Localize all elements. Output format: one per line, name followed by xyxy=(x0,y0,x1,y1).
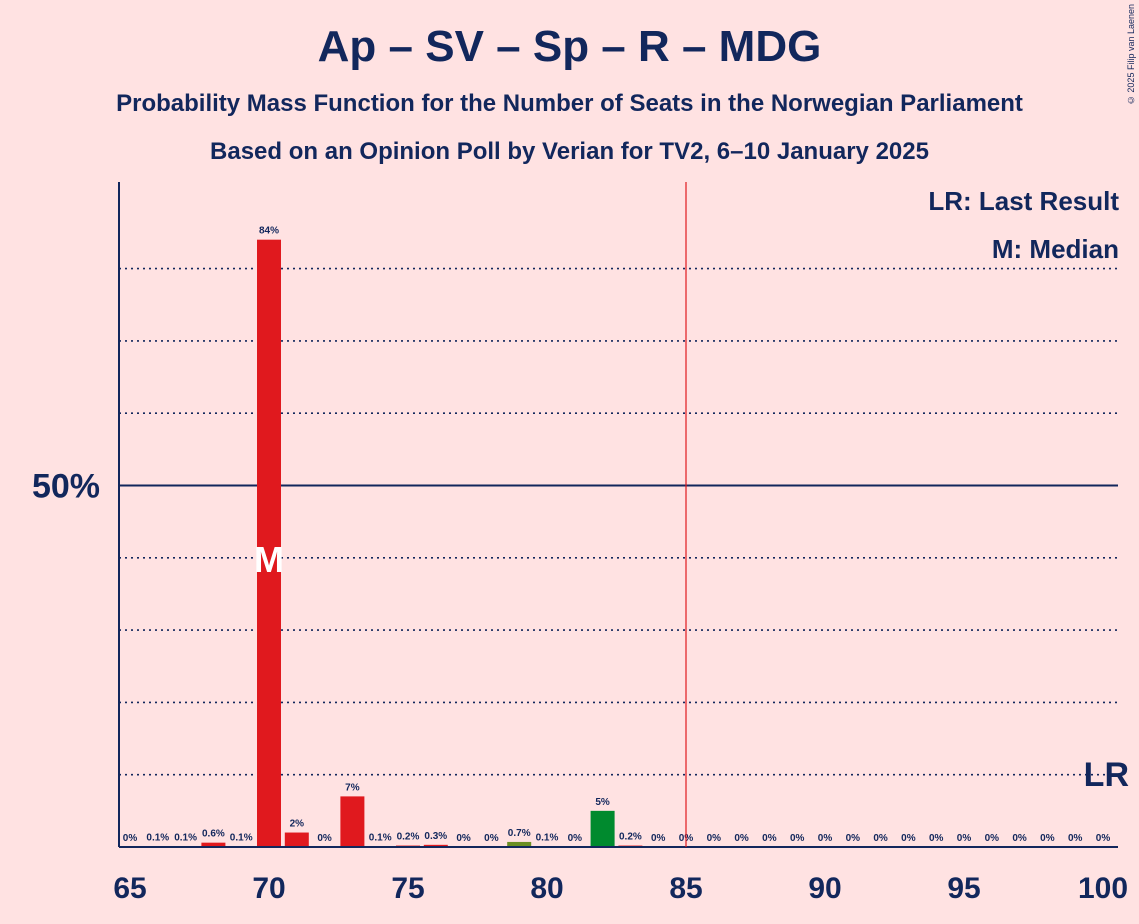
chart-title: Ap – SV – Sp – R – MDG xyxy=(317,22,822,71)
bar-label-seat-96: 0% xyxy=(985,833,1000,844)
bars xyxy=(145,239,643,847)
bar-label-seat-95: 0% xyxy=(957,833,972,844)
median-marker: M xyxy=(254,539,284,580)
bar-seat-71 xyxy=(284,832,309,847)
bar-label-seat-84: 0% xyxy=(651,833,666,844)
bar-label-seat-72: 0% xyxy=(317,833,332,844)
bar-label-seat-82: 5% xyxy=(595,797,610,808)
x-tick-label-85: 85 xyxy=(669,872,702,905)
bar-label-seat-68: 0.6% xyxy=(202,829,225,840)
bar-label-seat-67: 0.1% xyxy=(174,832,197,843)
bar-label-seat-76: 0.3% xyxy=(424,831,447,842)
bar-label-seat-83: 0.2% xyxy=(619,832,642,843)
axes: 50% xyxy=(32,182,1118,848)
chart-subtitle: Probability Mass Function for the Number… xyxy=(116,90,1023,117)
bar-label-seat-86: 0% xyxy=(707,833,722,844)
bar-seat-68 xyxy=(201,842,226,847)
bar-label-seat-78: 0% xyxy=(484,833,499,844)
x-tick-label-75: 75 xyxy=(391,872,424,905)
x-tick-label-95: 95 xyxy=(947,872,980,905)
x-tick-labels: 65 70 75 80 85 90 95 100 xyxy=(113,872,1128,905)
bar-label-seat-65: 0% xyxy=(123,833,138,844)
bar-seat-70 xyxy=(257,239,281,847)
bar-label-seat-79: 0.7% xyxy=(508,828,531,839)
bar-seat-79 xyxy=(507,841,532,847)
bar-label-seat-69: 0.1% xyxy=(230,832,253,843)
bar-label-seat-93: 0% xyxy=(901,833,916,844)
bar-label-seat-71: 2% xyxy=(290,819,305,830)
bar-seat-82 xyxy=(590,810,615,847)
y-tick-label-50: 50% xyxy=(32,468,100,506)
bar-label-seat-97: 0% xyxy=(1012,833,1027,844)
chart-source: Based on an Opinion Poll by Verian for T… xyxy=(210,138,929,165)
markers: M LR xyxy=(254,182,1129,847)
bar-label-seat-73: 7% xyxy=(345,782,360,793)
bar-label-seat-87: 0% xyxy=(734,833,749,844)
bar-label-seat-100: 0% xyxy=(1096,833,1111,844)
bar-seat-76 xyxy=(423,844,448,847)
bar-labels: 0% 0.1% 0.1% 0.6% 0.1% 84% 2% 0% 7% 0.1% 0.2% 0.3% 0… xyxy=(123,226,1111,844)
bar-label-seat-80: 0.1% xyxy=(536,832,559,843)
last-result-marker: LR xyxy=(1084,756,1129,794)
bar-label-seat-70: 84% xyxy=(259,226,279,237)
bar-label-seat-81: 0% xyxy=(568,833,583,844)
bar-label-seat-94: 0% xyxy=(929,833,944,844)
bar-label-seat-77: 0% xyxy=(456,833,471,844)
bar-label-seat-91: 0% xyxy=(846,833,861,844)
bar-label-seat-89: 0% xyxy=(790,833,805,844)
bar-label-seat-74: 0.1% xyxy=(369,832,392,843)
x-tick-label-65: 65 xyxy=(113,872,146,905)
bar-label-seat-66: 0.1% xyxy=(146,832,169,843)
x-tick-label-70: 70 xyxy=(252,872,285,905)
x-tick-label-100: 100 xyxy=(1078,872,1128,905)
legend-median: M: Median xyxy=(991,234,1119,264)
x-tick-label-90: 90 xyxy=(808,872,841,905)
bar-label-seat-88: 0% xyxy=(762,833,777,844)
bar-label-seat-92: 0% xyxy=(873,833,888,844)
x-tick-label-80: 80 xyxy=(530,872,563,905)
bar-label-seat-98: 0% xyxy=(1040,833,1055,844)
bar-label-seat-75: 0.2% xyxy=(397,832,420,843)
legend-last-result: LR: Last Result xyxy=(928,186,1119,216)
bar-seat-73 xyxy=(340,796,365,847)
bar-label-seat-99: 0% xyxy=(1068,833,1083,844)
bar-label-seat-90: 0% xyxy=(818,833,833,844)
gridlines xyxy=(119,267,1118,776)
